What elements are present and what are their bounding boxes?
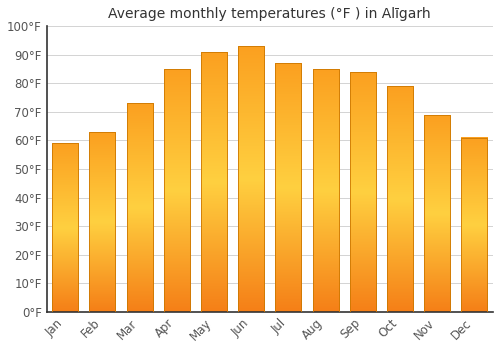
Bar bbox=[350, 72, 376, 312]
Bar bbox=[90, 132, 116, 312]
Bar bbox=[387, 86, 413, 312]
Bar bbox=[276, 63, 301, 312]
Bar bbox=[126, 103, 152, 312]
Bar bbox=[312, 69, 338, 312]
Bar bbox=[201, 52, 227, 312]
Bar bbox=[164, 69, 190, 312]
Bar bbox=[238, 46, 264, 312]
Bar bbox=[52, 144, 78, 312]
Bar bbox=[462, 138, 487, 312]
Title: Average monthly temperatures (°F ) in Alīgarh: Average monthly temperatures (°F ) in Al… bbox=[108, 7, 431, 21]
Bar bbox=[424, 115, 450, 312]
